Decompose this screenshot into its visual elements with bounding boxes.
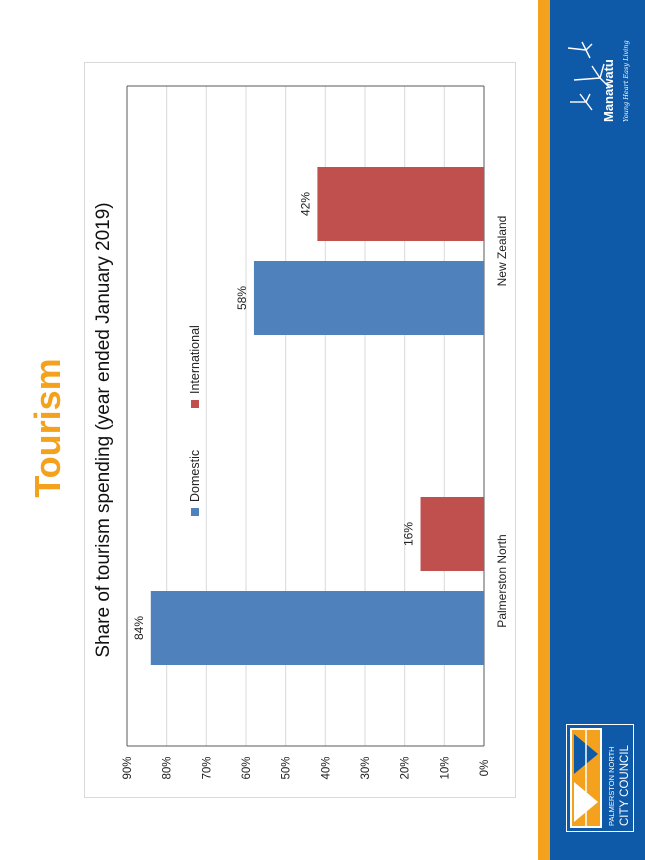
data-label: 84%	[132, 616, 146, 640]
value-tick-label: 20%	[400, 756, 412, 779]
value-tick-label: 50%	[281, 756, 293, 779]
legend-label: Domestic	[188, 450, 202, 502]
category-label: Palmerston North	[495, 534, 509, 627]
data-label: 42%	[298, 192, 312, 216]
brand-band	[550, 0, 645, 860]
value-tick-label: 30%	[360, 756, 372, 779]
value-tick-label: 70%	[201, 756, 213, 779]
manawatu-wordmark: Manawatu	[601, 59, 616, 122]
bar	[150, 591, 485, 665]
value-tick-label: 90%	[122, 756, 134, 779]
value-tick-label: 0%	[479, 760, 491, 777]
value-tick-label: 80%	[162, 756, 174, 779]
bar	[420, 497, 484, 571]
value-tick-label: 10%	[439, 756, 451, 779]
data-label: 16%	[402, 522, 416, 546]
category-label: New Zealand	[495, 216, 509, 287]
legend-swatch	[191, 400, 199, 408]
legend-label: International	[188, 325, 202, 394]
chart-frame	[84, 62, 516, 798]
manawatu-tagline: Young Heart Easy Living	[622, 40, 630, 122]
bar	[317, 167, 484, 241]
council-logo: PALMERSTON NORTH CITY COUNCIL	[566, 724, 634, 832]
bar	[253, 261, 484, 335]
manawatu-logo: Manawatu Young Heart Easy Living	[567, 40, 630, 122]
value-tick-label: 40%	[320, 756, 332, 779]
council-name-line2: CITY COUNCIL	[619, 744, 631, 826]
council-name-line1: PALMERSTON NORTH	[607, 746, 616, 826]
value-tick-label: 60%	[241, 756, 253, 779]
legend-swatch	[191, 508, 199, 516]
data-label: 58%	[235, 286, 249, 310]
orange-accent-stripe	[538, 0, 550, 860]
